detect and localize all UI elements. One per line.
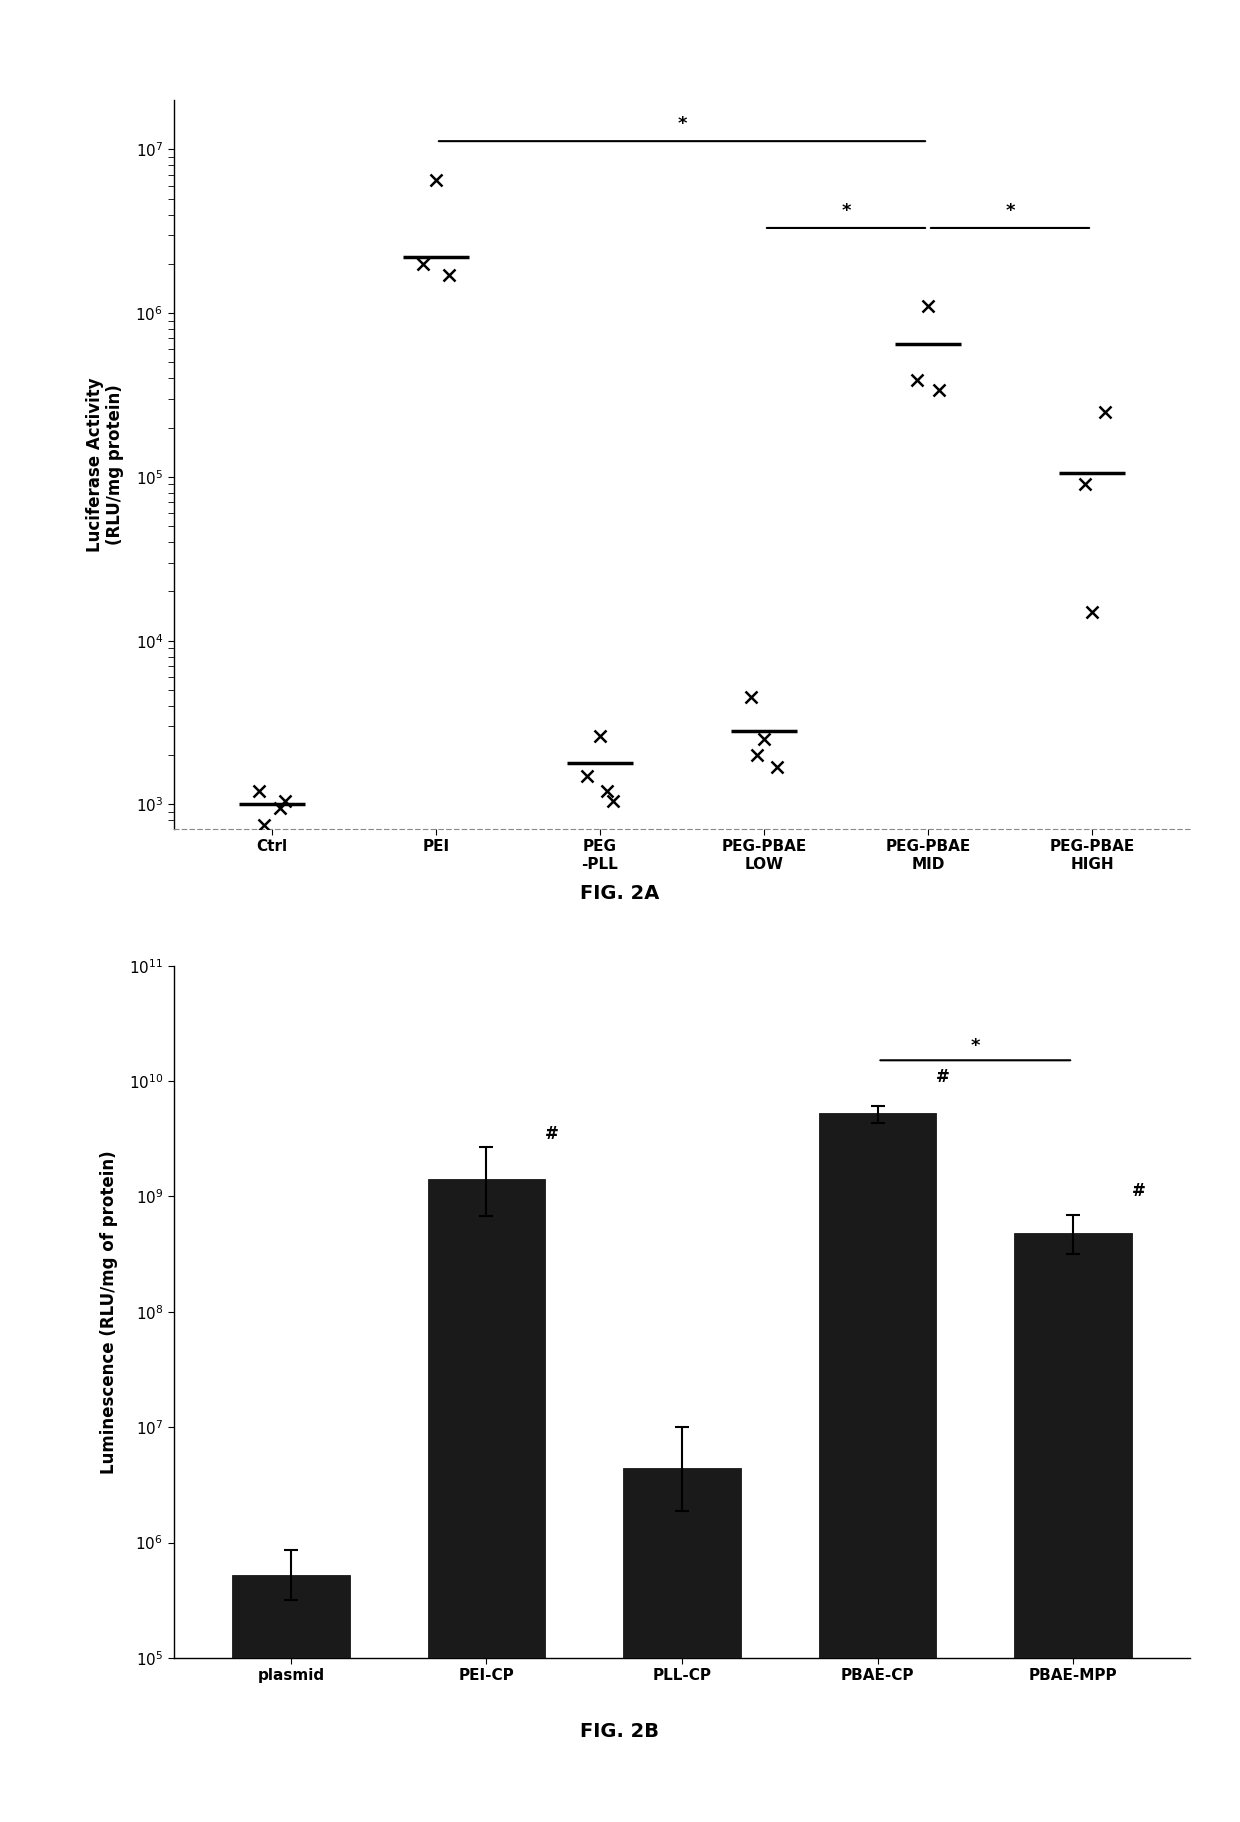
Text: *: *: [841, 202, 851, 220]
Bar: [818, 1113, 936, 1822]
Text: *: *: [971, 1037, 980, 1055]
Text: #: #: [546, 1126, 559, 1144]
Text: FIG. 2A: FIG. 2A: [580, 884, 660, 902]
Y-axis label: Luciferase Activity
(RLU/mg protein): Luciferase Activity (RLU/mg protein): [86, 377, 124, 552]
Bar: [624, 1469, 740, 1822]
Text: *: *: [1006, 202, 1014, 220]
Y-axis label: Luminescence (RLU/mg of protein): Luminescence (RLU/mg of protein): [99, 1150, 118, 1474]
Bar: [1014, 1233, 1132, 1822]
Text: #: #: [1132, 1182, 1146, 1201]
Text: #: #: [936, 1068, 950, 1086]
Text: FIG. 2B: FIG. 2B: [580, 1722, 660, 1740]
Bar: [232, 1574, 350, 1822]
Text: *: *: [677, 115, 687, 133]
Bar: [428, 1179, 546, 1822]
